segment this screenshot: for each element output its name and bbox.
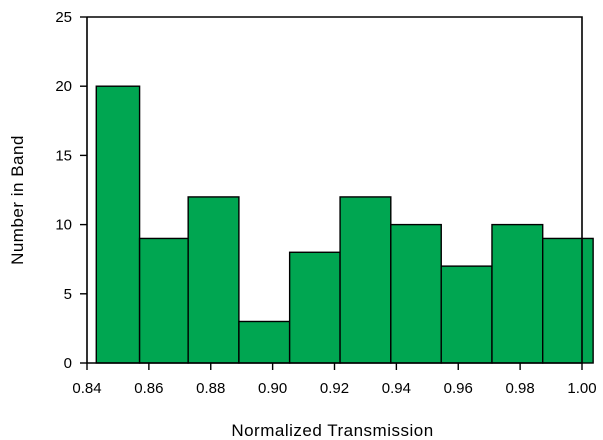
y-tick-label: 25 bbox=[55, 9, 72, 26]
y-tick-label: 0 bbox=[64, 355, 72, 372]
histogram-bar-2 bbox=[138, 237, 189, 364]
histogram-bar-4 bbox=[238, 320, 291, 364]
x-tick-label: 0.84 bbox=[72, 380, 101, 397]
histogram-bar-9 bbox=[491, 223, 544, 364]
histogram-bar-1 bbox=[95, 85, 141, 364]
y-tick-label: 5 bbox=[64, 286, 72, 303]
x-tick-label: 0.86 bbox=[134, 380, 163, 397]
x-tick-label: 0.98 bbox=[506, 380, 535, 397]
histogram-bar-6 bbox=[339, 196, 392, 364]
x-axis-ticks: 0.84 0.86 0.88 0.90 0.92 0.94 0.96 0.98 1.00 bbox=[72, 363, 597, 397]
histogram-bar-10 bbox=[542, 237, 594, 364]
plot-frame bbox=[86, 16, 583, 364]
y-axis-ticks: 0 5 10 15 20 25 bbox=[55, 9, 87, 372]
x-tick-label: 0.96 bbox=[444, 380, 473, 397]
y-axis-title: Number in Band bbox=[8, 135, 27, 265]
x-tick-label: 0.94 bbox=[382, 380, 411, 397]
y-tick-label: 20 bbox=[55, 78, 72, 95]
x-tick-label: 1.00 bbox=[567, 380, 596, 397]
x-tick-label: 0.92 bbox=[320, 380, 349, 397]
bars-group bbox=[95, 85, 594, 364]
histogram-bar-7 bbox=[390, 223, 442, 364]
y-tick-label: 10 bbox=[55, 217, 72, 234]
histogram-bar-8 bbox=[440, 265, 493, 364]
x-tick-label: 0.90 bbox=[258, 380, 287, 397]
histogram-bar-3 bbox=[187, 196, 240, 364]
y-tick-label: 15 bbox=[55, 147, 72, 164]
histogram-bar-5 bbox=[288, 251, 341, 364]
x-tick-label: 0.88 bbox=[196, 380, 225, 397]
x-axis-title: Normalized Transmission bbox=[231, 421, 433, 440]
